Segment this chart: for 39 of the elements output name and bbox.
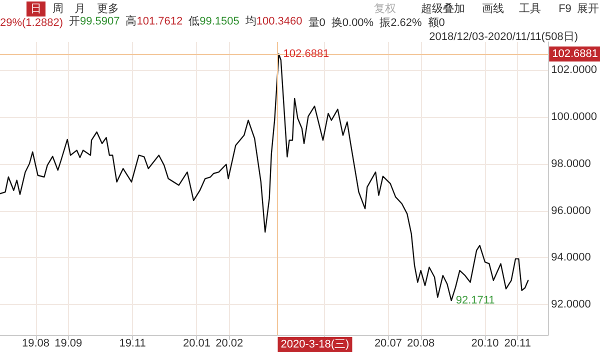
x-tick-label: 19.09 (54, 338, 82, 350)
text: 月 (74, 3, 86, 15)
text: 振2.62% (380, 17, 422, 29)
text: 更多 (97, 3, 119, 15)
text: 画线 (482, 2, 504, 15)
text: 量0 (308, 17, 326, 29)
annotation: 2018/12/03-2020/11/11(508日) (429, 31, 578, 43)
text: 低99.1505 (188, 16, 240, 28)
y-tick-label: 98.0000 (551, 158, 591, 170)
y-tick-label: 94.0000 (551, 252, 591, 264)
annotation: 102.6881 (283, 48, 330, 60)
text: 日 (30, 3, 42, 15)
text: 超级叠加 (421, 2, 465, 15)
text: 复权 (374, 3, 396, 15)
text: 均100.3460 (244, 16, 302, 28)
text: 工具 (519, 3, 541, 15)
ref-line-label: 2020-3-18(三) (280, 338, 350, 350)
text: 高101.7612 (126, 14, 183, 28)
ref-line-label: 102.6881 (552, 48, 598, 60)
x-tick-label: 20.11 (504, 338, 531, 350)
x-tick-label: 20.01 (182, 338, 210, 350)
y-tick-label: 100.0000 (551, 111, 598, 124)
x-tick-label: 20.08 (407, 338, 435, 350)
x-tick-label: 19.11 (119, 338, 146, 350)
y-tick-label: 92.0000 (551, 298, 591, 311)
text: 展开 (577, 3, 599, 15)
y-tick-label: 102.0000 (551, 64, 598, 76)
x-tick-label: 19.08 (22, 338, 50, 350)
text: 额0 (428, 16, 445, 29)
text: 29%(1.2882) (0, 17, 63, 29)
text: 开99.5907 (68, 16, 120, 28)
text: 换0.00% (331, 17, 374, 29)
y-tick-label: 96.0000 (551, 204, 591, 217)
x-tick-label: 20.10 (471, 338, 499, 350)
text: 周 (52, 3, 64, 15)
annotation: 92.1711 (456, 294, 495, 307)
text: F9 (558, 3, 572, 15)
x-tick-label: 20.02 (216, 338, 244, 350)
x-tick-label: 20.07 (374, 338, 402, 350)
